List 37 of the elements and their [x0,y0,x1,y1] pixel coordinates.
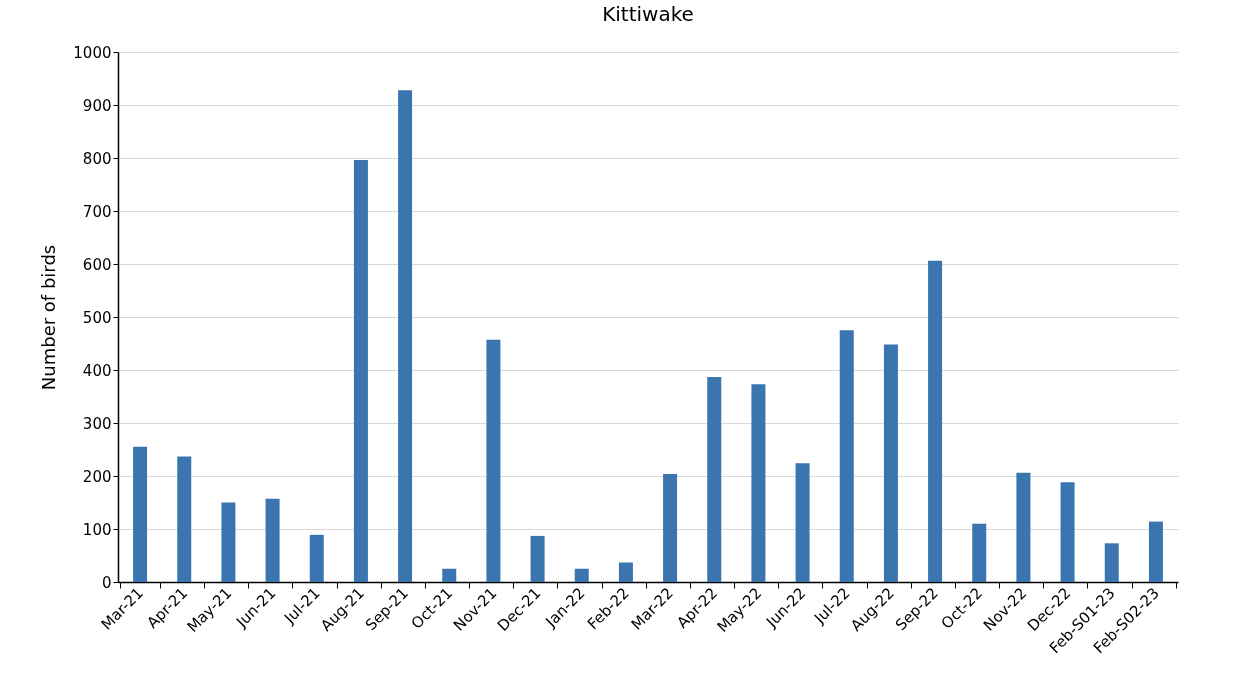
bar [1148,521,1163,582]
bar [972,523,987,582]
bar [618,562,633,582]
chart-title: Kittiwake [602,2,694,26]
bar [442,568,457,582]
bar [133,446,148,582]
y-tick-label: 500 [82,308,112,327]
bar [707,376,722,582]
bar [398,90,413,582]
bar [839,330,854,582]
y-axis-title: Number of birds [38,244,60,391]
bar [1016,472,1031,582]
bar [883,344,898,582]
bar [751,384,766,582]
y-tick-label: 700 [82,202,112,221]
bar [530,535,545,582]
bar [309,534,324,582]
bar [353,160,368,582]
bar [795,463,810,582]
bar [1104,543,1119,582]
bar [265,498,280,582]
bar [221,502,236,582]
bar [177,456,192,582]
y-tick-label: 300 [82,414,112,433]
y-tick-label: 0 [101,573,112,592]
y-tick-label: 900 [82,96,112,115]
y-tick-label: 600 [82,255,112,274]
y-tick-label: 800 [82,149,112,168]
y-tick-label: 100 [82,520,112,539]
y-tick-label: 400 [82,361,112,380]
bar [663,473,678,582]
bar [928,260,943,582]
bar [486,339,501,582]
y-tick-label: 200 [82,467,112,486]
bar [1060,482,1075,582]
bar [574,568,589,582]
y-tick-label: 1000 [73,43,112,62]
